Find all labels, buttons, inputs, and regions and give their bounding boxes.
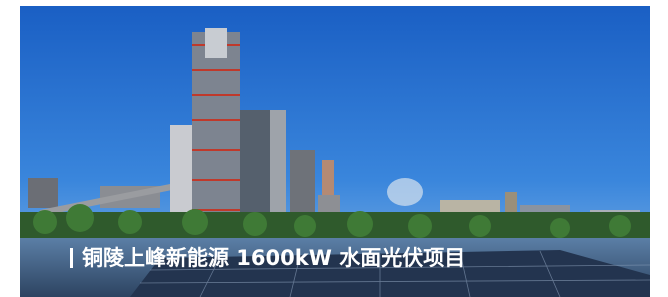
caption: 铜陵上峰新能源 1600kW 水面光伏项目 bbox=[82, 246, 465, 270]
page: 铜陵上峰新能源 1600kW 水面光伏项目 (() => { const dat… bbox=[0, 0, 668, 297]
photo-card: 铜陵上峰新能源 1600kW 水面光伏项目 bbox=[0, 0, 668, 297]
caption-bar bbox=[70, 248, 73, 268]
